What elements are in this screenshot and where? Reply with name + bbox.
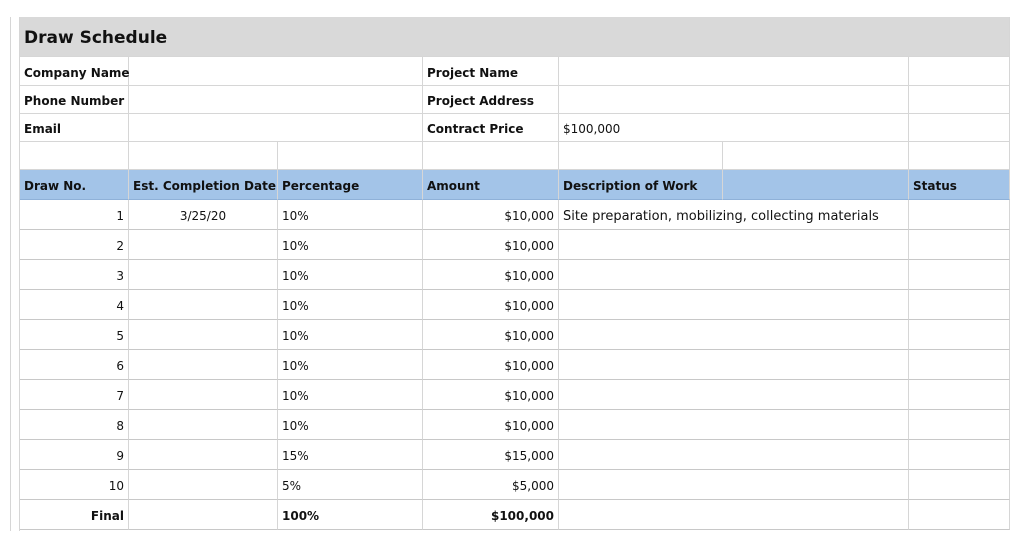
draw-no: Final: [20, 500, 129, 530]
percentage: 10%: [278, 350, 423, 380]
draw-no: 4: [20, 290, 129, 320]
column-header: Amount: [423, 170, 559, 200]
draw-no: 9: [20, 440, 129, 470]
percentage: 10%: [278, 380, 423, 410]
draw-no: 8: [20, 410, 129, 440]
status: [909, 410, 1010, 440]
column-header: Draw No.: [20, 170, 129, 200]
info-label: Contract Price: [423, 114, 559, 142]
status: [909, 440, 1010, 470]
date: [129, 380, 278, 410]
description: Site preparation, mobilizing, collecting…: [559, 200, 909, 230]
draw-no: 1: [20, 200, 129, 230]
percentage: 100%: [278, 500, 423, 530]
empty-cell: [559, 142, 723, 170]
column-header: Percentage: [278, 170, 423, 200]
status: [909, 230, 1010, 260]
sheet-title: Draw Schedule: [20, 17, 1010, 57]
amount: $10,000: [423, 380, 559, 410]
status: [909, 380, 1010, 410]
empty-cell: [723, 142, 909, 170]
status: [909, 200, 1010, 230]
info-label: Project Name: [423, 57, 559, 86]
date: [129, 350, 278, 380]
date: [129, 440, 278, 470]
amount: $15,000: [423, 440, 559, 470]
percentage: 10%: [278, 410, 423, 440]
percentage: 10%: [278, 320, 423, 350]
column-header: [723, 170, 909, 200]
info-value: [559, 86, 909, 114]
percentage: 10%: [278, 290, 423, 320]
description: [559, 260, 909, 290]
date: [129, 290, 278, 320]
percentage: 15%: [278, 440, 423, 470]
description: [559, 500, 909, 530]
description: [559, 290, 909, 320]
date: [129, 320, 278, 350]
info-label: Project Address: [423, 86, 559, 114]
info-label: Company Name: [20, 57, 130, 86]
description: [559, 350, 909, 380]
status: [909, 500, 1010, 530]
amount: $10,000: [423, 320, 559, 350]
row-gutter: [10, 17, 20, 531]
empty-cell: [423, 142, 559, 170]
draw-no: 5: [20, 320, 129, 350]
cell: [909, 114, 1010, 142]
column-header: Status: [909, 170, 1010, 200]
date: [129, 230, 278, 260]
column-header: Description of Work: [559, 170, 723, 200]
empty-cell: [20, 142, 129, 170]
info-value: [129, 114, 423, 142]
status: [909, 290, 1010, 320]
info-value: $100,000: [559, 114, 909, 142]
column-header: Est. Completion Date: [129, 170, 278, 200]
status: [909, 470, 1010, 500]
cell: [909, 57, 1010, 86]
empty-cell: [278, 142, 423, 170]
amount: $10,000: [423, 410, 559, 440]
percentage: 10%: [278, 260, 423, 290]
status: [909, 260, 1010, 290]
draw-no: 7: [20, 380, 129, 410]
description: [559, 320, 909, 350]
info-value: [559, 57, 909, 86]
date: [129, 500, 278, 530]
info-value: [129, 86, 423, 114]
draw-no: 6: [20, 350, 129, 380]
description: [559, 230, 909, 260]
amount: $10,000: [423, 230, 559, 260]
percentage: 10%: [278, 230, 423, 260]
date: [129, 470, 278, 500]
amount: $10,000: [423, 350, 559, 380]
amount: $10,000: [423, 200, 559, 230]
cell: [909, 86, 1010, 114]
amount: $10,000: [423, 260, 559, 290]
date: [129, 410, 278, 440]
status: [909, 320, 1010, 350]
draw-no: 3: [20, 260, 129, 290]
description: [559, 410, 909, 440]
info-value: [129, 57, 423, 86]
info-label: Email: [20, 114, 129, 142]
description: [559, 440, 909, 470]
amount: $100,000: [423, 500, 559, 530]
date: [129, 260, 278, 290]
percentage: 10%: [278, 200, 423, 230]
status: [909, 350, 1010, 380]
percentage: 5%: [278, 470, 423, 500]
empty-cell: [129, 142, 278, 170]
amount: $10,000: [423, 290, 559, 320]
draw-no: 10: [20, 470, 129, 500]
description: [559, 380, 909, 410]
info-label: Phone Number: [20, 86, 129, 114]
date: 3/25/20: [129, 200, 278, 230]
draw-no: 2: [20, 230, 129, 260]
description: [559, 470, 909, 500]
empty-cell: [909, 142, 1010, 170]
amount: $5,000: [423, 470, 559, 500]
